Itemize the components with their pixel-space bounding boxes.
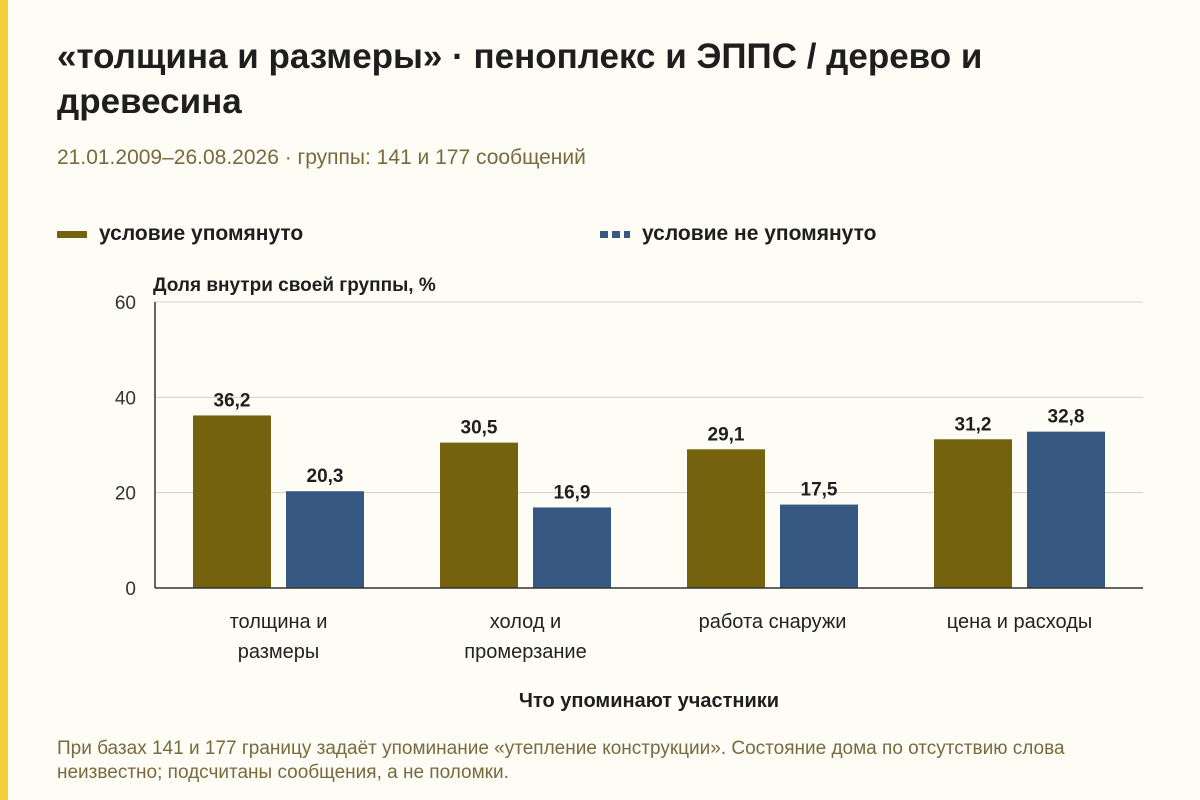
axes <box>154 302 1143 589</box>
accent-bar <box>0 0 8 800</box>
legend-swatch-not-mentioned <box>600 230 630 238</box>
y-tick-label-0: 0 <box>125 579 136 600</box>
bar-mentioned-2 <box>687 449 765 588</box>
x-tick-label-3-0: цена и расходы <box>947 611 1093 633</box>
page-title: «толщина и размеры» · пеноплекс и ЭППС /… <box>57 37 983 121</box>
labels: 0 20 40 60 36,2 20,3 толщина и размеры 30,5 16,9 х… <box>115 293 1092 663</box>
bar-mentioned-0 <box>193 415 271 588</box>
bar-not-mentioned-2 <box>780 504 858 588</box>
x-tick-label-1-1: промерзание <box>464 641 586 663</box>
bars <box>193 415 1105 588</box>
value-label-0-0: 36,2 <box>214 390 251 411</box>
x-tick-label-0-0: толщина и <box>230 611 328 633</box>
legend-item-mentioned: условие упомянуто <box>57 220 303 248</box>
x-tick-label-2-0: работа снаружи <box>699 611 847 633</box>
bar-not-mentioned-1 <box>533 507 611 588</box>
y-axis-title: Доля внутри своей группы, % <box>153 275 436 296</box>
footnote: При базах 141 и 177 границу задаёт упоми… <box>57 738 1065 783</box>
y-tick-label-20: 20 <box>115 484 136 505</box>
page-subtitle: 21.01.2009–26.08.2026 · группы: 141 и 17… <box>57 146 586 169</box>
bar-mentioned-3 <box>934 439 1012 588</box>
value-label-1-2: 17,5 <box>801 480 838 501</box>
legend-label-mentioned: условие упомянуто <box>99 222 304 245</box>
legend-item-not-mentioned: условие не упомянуто <box>600 220 876 248</box>
legend-swatch-mentioned <box>57 230 87 238</box>
value-label-0-2: 29,1 <box>708 424 745 445</box>
x-tick-label-1-0: холод и <box>490 611 561 633</box>
bar-mentioned-1 <box>440 442 518 588</box>
legend-label-not-mentioned: условие не упомянуто <box>642 222 877 245</box>
value-label-1-0: 20,3 <box>307 466 344 487</box>
value-label-1-1: 16,9 <box>554 482 591 503</box>
x-axis-title: Что упоминают участники <box>519 690 779 712</box>
value-label-0-3: 31,2 <box>955 414 992 435</box>
value-label-1-3: 32,8 <box>1048 407 1085 428</box>
bar-not-mentioned-3 <box>1027 431 1105 588</box>
value-label-0-1: 30,5 <box>461 418 498 439</box>
y-tick-label-40: 40 <box>115 388 136 409</box>
bar-not-mentioned-0 <box>286 491 364 588</box>
y-tick-label-60: 60 <box>115 293 136 314</box>
x-tick-label-0-1: размеры <box>238 641 320 663</box>
